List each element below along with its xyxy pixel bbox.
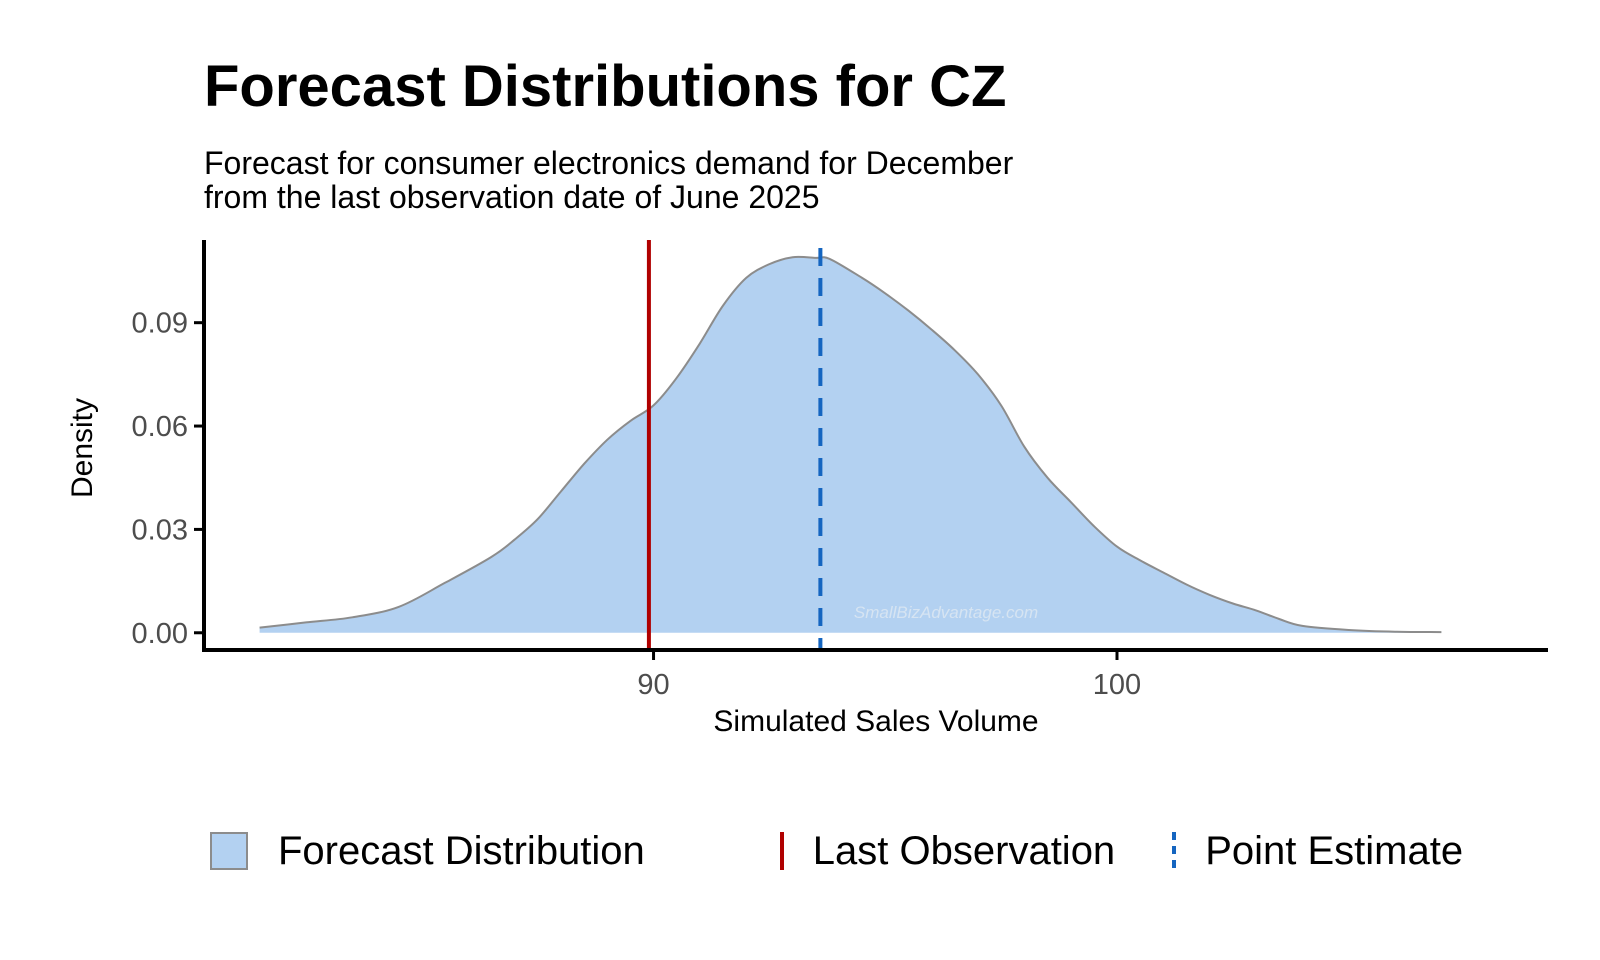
y-tick-label: 0.09	[132, 308, 188, 340]
chart-title: Forecast Distributions for CZ	[204, 54, 1007, 119]
legend-item-forecast-distribution: Forecast Distribution	[210, 829, 645, 874]
legend-key-fill-swatch	[210, 832, 248, 870]
legend: Forecast Distribution Last Observation P…	[210, 826, 1463, 876]
density-outline	[259, 255, 1442, 634]
legend-label: Point Estimate	[1205, 828, 1464, 873]
chart-subtitle-line-1: Forecast for consumer electronics demand…	[204, 145, 1014, 181]
legend-key-solid-line	[763, 832, 801, 870]
y-tick-label: 0.06	[132, 411, 188, 443]
legend-item-last-observation: Last Observation	[763, 829, 1115, 874]
legend-item-point-estimate: Point Estimate	[1155, 829, 1463, 874]
y-tick-label: 0.03	[132, 514, 188, 546]
watermark-text: SmallBizAdvantage.com	[854, 603, 1038, 622]
legend-key-dashed-line	[1155, 832, 1193, 870]
y-tick-label: 0.00	[132, 618, 188, 650]
density-chart: SmallBizAdvantage.com 0.00 0.03 0.06 0.09 90 1…	[66, 240, 1548, 738]
legend-label: Forecast Distribution	[278, 828, 645, 873]
x-tick-label: 100	[1093, 669, 1141, 701]
x-tick-label: 90	[637, 669, 669, 701]
x-axis-title: Simulated Sales Volume	[713, 705, 1038, 738]
legend-label: Last Observation	[812, 828, 1116, 873]
y-axis-title: Density	[66, 398, 99, 498]
density-area	[259, 256, 1442, 633]
chart-subtitle-line-2: from the last observation date of June 2…	[204, 179, 820, 215]
plot-area: SmallBizAdvantage.com 0.00 0.03 0.06 0.09 90 1…	[132, 240, 1548, 701]
chart-subtitle: Forecast for consumer electronics demand…	[204, 146, 1013, 214]
